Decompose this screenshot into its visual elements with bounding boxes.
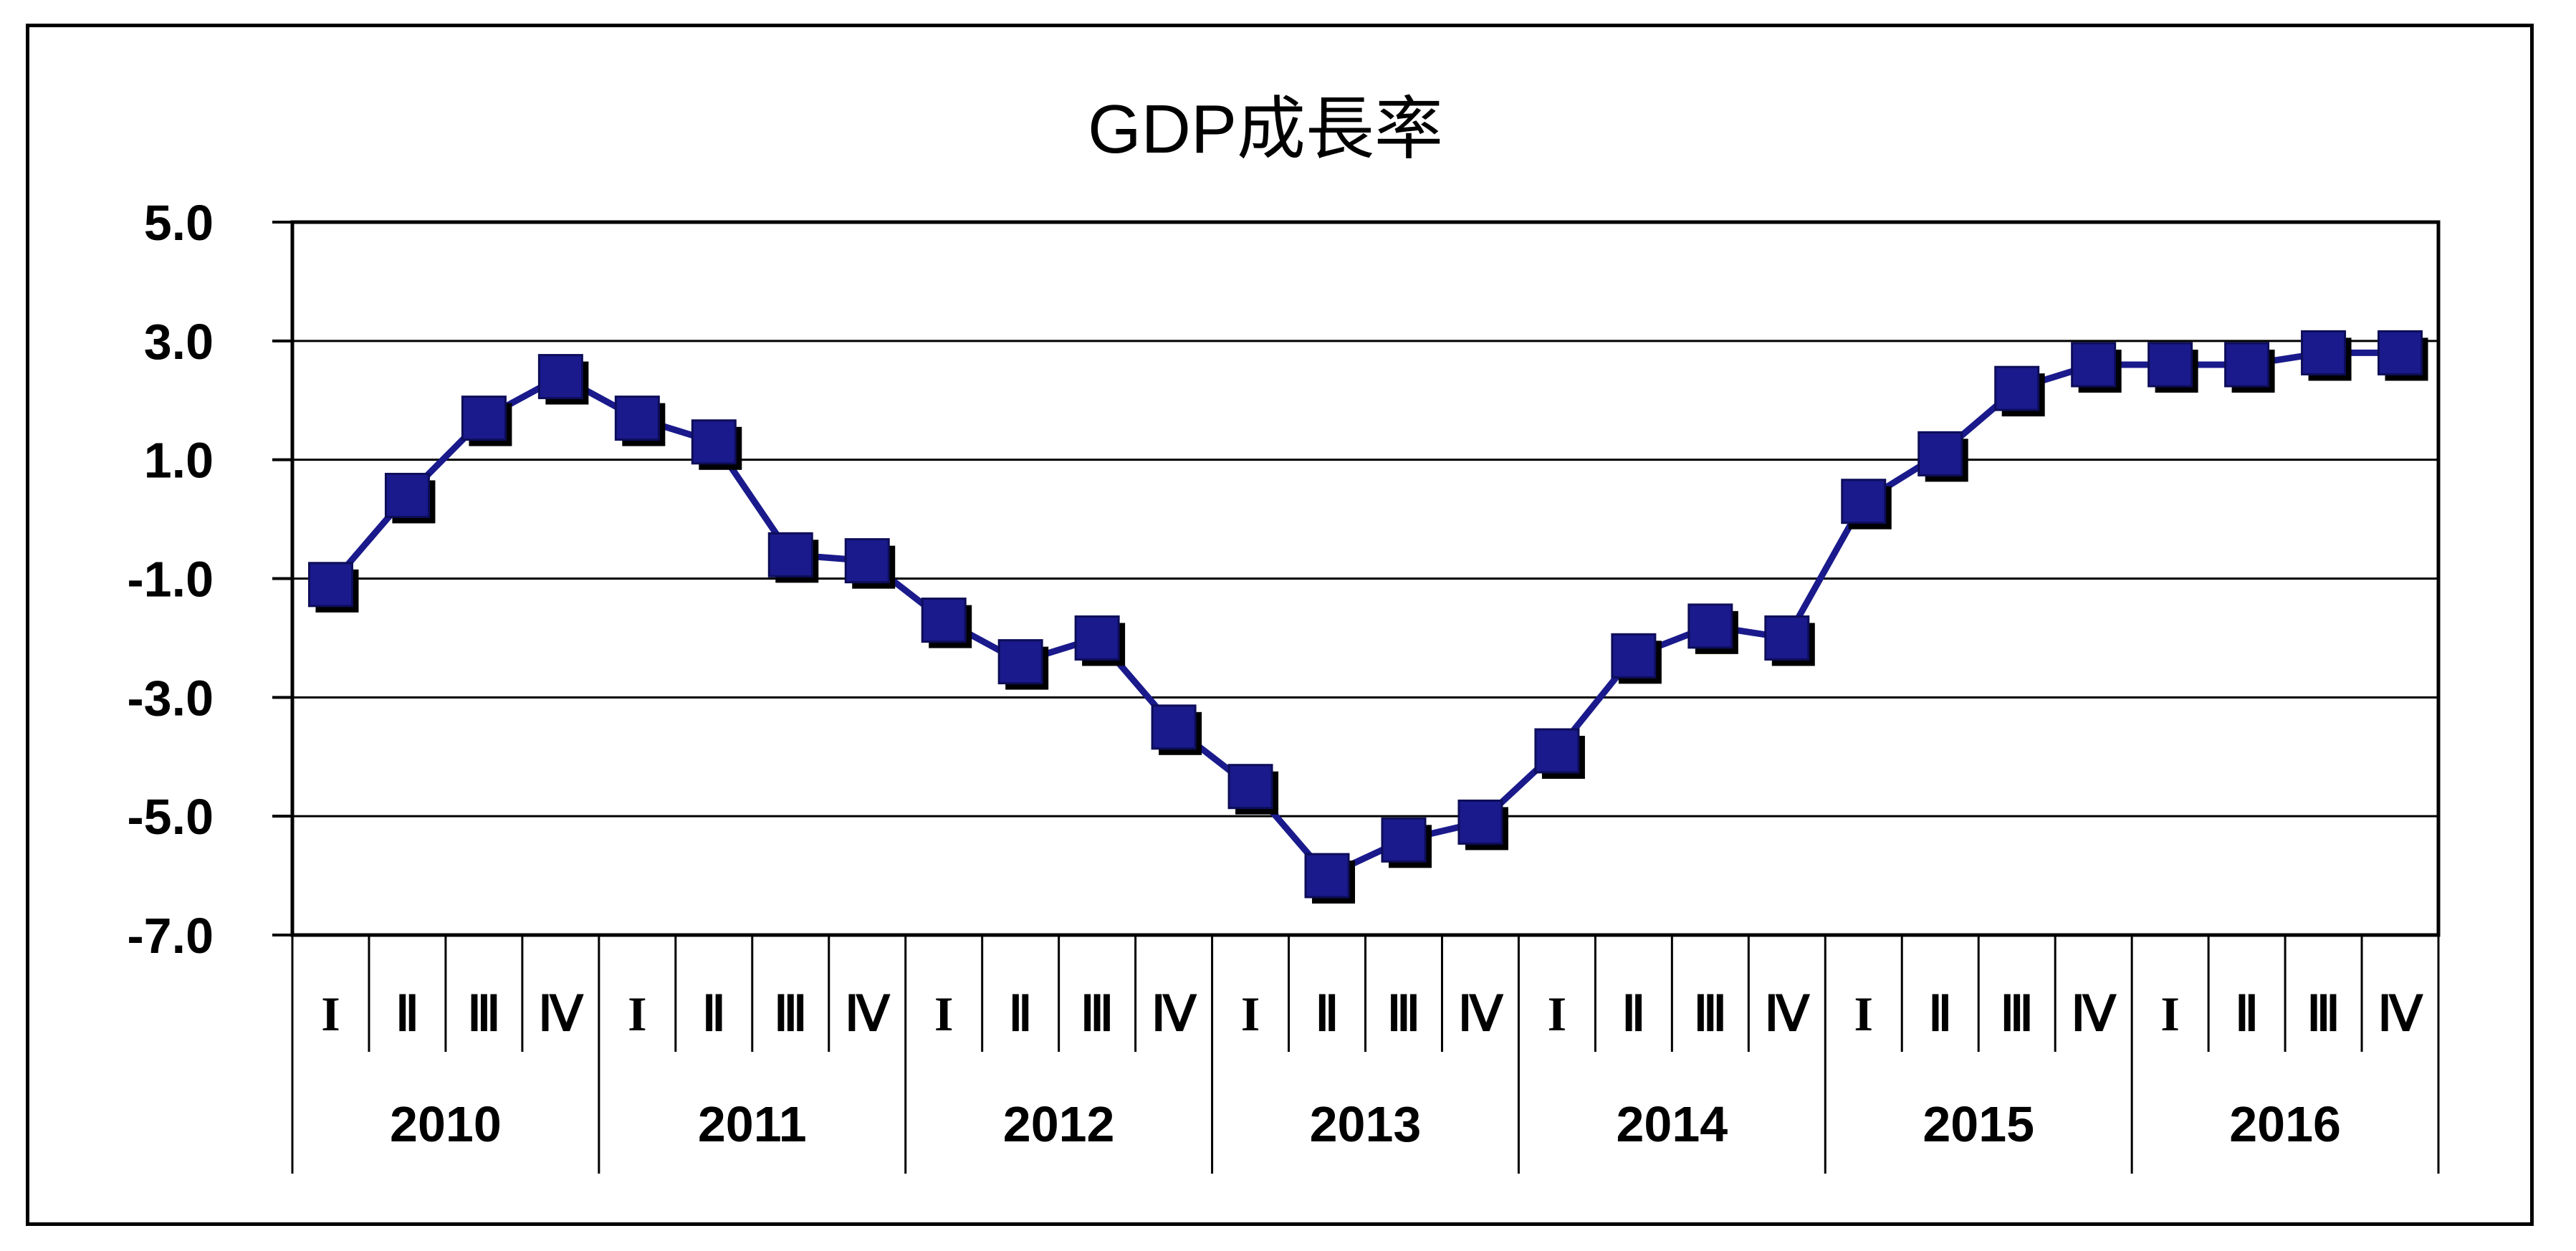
data-point: [1227, 764, 1273, 810]
quarter-label: Ⅲ: [774, 987, 808, 1041]
data-point: [1457, 799, 1503, 845]
year-label: 2011: [698, 1096, 807, 1152]
year-label: 2014: [1616, 1096, 1728, 1152]
data-point: [1917, 431, 1963, 476]
data-point: [2224, 342, 2270, 388]
y-tick-label: -1.0: [127, 552, 214, 608]
data-point: [1687, 603, 1733, 649]
data-point: [384, 472, 430, 518]
data-point: [1381, 817, 1427, 863]
quarter-label: I: [2160, 987, 2179, 1041]
data-point: [767, 532, 813, 577]
data-point: [307, 562, 353, 608]
quarter-label: Ⅱ: [1622, 987, 1645, 1041]
year-label: 2015: [1923, 1096, 2034, 1152]
series-line: [328, 349, 2400, 879]
year-label: 2012: [1003, 1096, 1115, 1152]
quarter-label: Ⅱ: [1008, 987, 1032, 1041]
y-tick-label: 1.0: [144, 433, 214, 489]
quarter-label: Ⅳ: [538, 987, 584, 1041]
quarter-label: I: [321, 987, 340, 1041]
year-label: 2016: [2229, 1096, 2341, 1152]
quarter-label: Ⅳ: [2071, 987, 2117, 1041]
quarter-label: I: [1854, 987, 1873, 1041]
y-tick-label: 3.0: [144, 314, 214, 370]
data-point: [1151, 704, 1197, 750]
data-point: [844, 538, 890, 584]
data-point: [1534, 728, 1580, 774]
quarter-label: Ⅲ: [1387, 987, 1421, 1041]
quarter-label: Ⅲ: [2000, 987, 2034, 1041]
data-point: [1764, 615, 1810, 661]
series-gdp-growth: [307, 330, 2428, 904]
quarter-label: Ⅲ: [1693, 987, 1727, 1041]
y-tick-label: -5.0: [127, 789, 214, 845]
data-point: [1304, 853, 1350, 898]
data-point: [921, 598, 967, 643]
quarter-label: Ⅳ: [1764, 987, 1810, 1041]
quarter-label: Ⅲ: [1081, 987, 1114, 1041]
quarter-label: Ⅱ: [396, 987, 419, 1041]
quarter-label: I: [628, 987, 646, 1041]
data-point: [537, 354, 583, 400]
quarter-label: Ⅳ: [845, 987, 891, 1041]
y-tick-label: 5.0: [144, 195, 214, 251]
quarter-label: Ⅱ: [2235, 987, 2259, 1041]
quarter-label: I: [1241, 987, 1260, 1041]
data-point: [997, 639, 1043, 685]
data-point: [1611, 633, 1657, 679]
data-point: [614, 396, 660, 441]
data-point: [2301, 330, 2347, 375]
data-point: [691, 419, 737, 465]
quarter-label: Ⅳ: [2378, 987, 2423, 1041]
quarter-label: Ⅳ: [1151, 987, 1197, 1041]
data-point: [2378, 330, 2423, 375]
quarter-label: I: [934, 987, 953, 1041]
chart-title: GDP成長率: [1088, 91, 1443, 168]
quarter-label: I: [1548, 987, 1566, 1041]
data-point: [1994, 365, 2040, 411]
quarter-label: Ⅱ: [702, 987, 726, 1041]
quarter-label: Ⅲ: [2307, 987, 2340, 1041]
quarter-label: Ⅱ: [1315, 987, 1339, 1041]
y-tick-label: -3.0: [127, 670, 214, 726]
quarter-label: Ⅲ: [467, 987, 501, 1041]
data-point: [1841, 479, 1887, 524]
year-label: 2013: [1310, 1096, 1422, 1152]
year-label: 2010: [390, 1096, 502, 1152]
quarter-label: Ⅱ: [1928, 987, 1952, 1041]
data-point: [2071, 342, 2117, 388]
data-point: [461, 396, 507, 441]
grid-lines: [292, 221, 2438, 936]
y-tick-label: -7.0: [127, 908, 214, 964]
quarter-label: Ⅳ: [1458, 987, 1504, 1041]
y-axis-tick-labels: 5.0 3.0 1.0 -1.0 -3.0 -5.0 -7.0: [127, 195, 214, 964]
data-point: [1074, 615, 1120, 661]
data-point: [2148, 342, 2193, 388]
